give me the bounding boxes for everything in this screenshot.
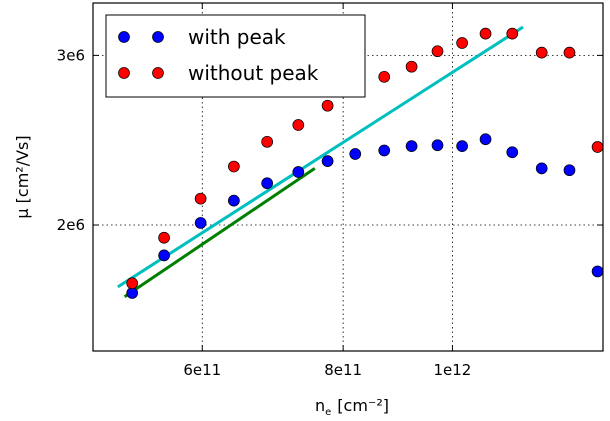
legend-marker-with-peak-1 [118, 31, 130, 43]
legend-marker-with-peak-2 [152, 31, 164, 43]
point-without-peak [591, 141, 604, 153]
legend-marker-without-peak-1 [118, 67, 130, 79]
legend-box [105, 14, 366, 98]
point-without-peak [321, 99, 334, 112]
axis-ticks: 6e11 8e11 1e12 2e6 3e6 [57, 3, 603, 379]
point-without-peak [405, 60, 418, 73]
point-with-peak [261, 177, 274, 190]
point-with-peak [431, 139, 444, 152]
point-without-peak [292, 119, 305, 131]
point-without-peak [563, 46, 576, 59]
point-without-peak [479, 27, 492, 40]
fit-line-2 [123, 167, 316, 298]
point-without-peak [228, 160, 240, 173]
y-axis-label: μ [cm²/Vs] [13, 135, 32, 218]
point-with-peak [591, 265, 604, 278]
point-with-peak [321, 155, 334, 167]
point-without-peak [261, 135, 274, 148]
point-with-peak [456, 140, 468, 152]
point-with-peak [405, 140, 418, 152]
legend-label-with-peak: with peak [188, 25, 286, 49]
point-without-peak [506, 27, 519, 40]
x-axis-label: ne [cm⁻²] [315, 396, 389, 418]
point-without-peak [431, 45, 444, 58]
legend-label-without-peak: without peak [188, 61, 319, 85]
point-without-peak [456, 37, 468, 49]
point-with-peak [158, 249, 170, 262]
point-with-peak [479, 133, 492, 146]
fit-line-1 [117, 25, 524, 289]
x-axis-label-main: n [315, 396, 325, 415]
point-without-peak [535, 46, 548, 59]
x-tick-label: 8e11 [324, 361, 362, 379]
point-with-peak [126, 287, 139, 299]
point-with-peak [228, 194, 240, 207]
x-axis-label-unit: [cm⁻²] [337, 396, 389, 415]
x-axis-label-subscript: e [325, 407, 331, 418]
point-with-peak [563, 164, 576, 177]
point-without-peak [158, 231, 170, 244]
fit-lines [117, 25, 524, 298]
legend: with peak without peak [105, 14, 366, 98]
point-with-peak [194, 217, 207, 229]
point-with-peak [378, 144, 391, 157]
point-with-peak [535, 162, 548, 175]
point-with-peak [349, 148, 362, 160]
point-without-peak [194, 192, 207, 205]
y-tick-label: 3e6 [57, 46, 85, 64]
x-tick-label: 1e12 [433, 361, 471, 379]
plot-frame [92, 2, 604, 352]
y-tick-label: 2e6 [57, 216, 85, 234]
point-without-peak [126, 277, 139, 290]
legend-marker-without-peak-2 [152, 67, 164, 79]
point-without-peak [378, 70, 391, 83]
point-with-peak [292, 166, 305, 178]
x-tick-label: 6e11 [183, 361, 221, 379]
point-with-peak [506, 146, 519, 159]
